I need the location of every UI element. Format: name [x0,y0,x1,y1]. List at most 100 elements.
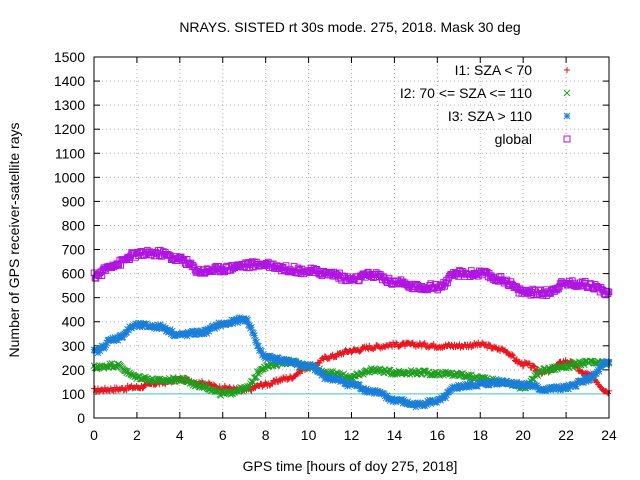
data-point [360,384,367,392]
data-point [251,332,258,339]
data-point [444,279,451,287]
legend-item: global [495,131,571,147]
series-i3-sza-110 [90,314,613,411]
y-tick-label: 800 [62,217,86,233]
data-point [205,327,213,335]
data-point [154,324,161,332]
data-point [162,376,170,384]
data-points [90,246,613,411]
data-point [427,400,435,408]
data-point [363,385,370,393]
data-point [102,341,110,349]
data-point [202,326,210,334]
data-point [248,323,255,331]
y-axis-label: Number of GPS receiver-satellite rays [6,123,22,358]
x-tick-label: 14 [387,427,403,443]
data-point [595,368,603,375]
data-point [204,325,212,333]
legend-label: I1: SZA < 70 [455,62,533,78]
data-point [264,355,272,363]
data-point [340,351,347,358]
data-point [582,378,590,386]
data-point [579,379,587,386]
data-point [354,382,361,390]
y-tick-label: 300 [62,338,86,354]
y-tick-label: 1300 [54,97,85,113]
y-tick-label: 200 [62,362,86,378]
data-point [168,327,176,335]
legend-marker [563,135,571,143]
data-point [152,323,159,331]
y-tick-label: 1400 [54,73,85,89]
data-point [564,382,571,390]
x-tick-label: 2 [133,427,141,443]
data-point [491,378,499,386]
data-point [327,376,335,383]
data-point [245,384,252,391]
data-point [99,343,107,350]
tick-labels: 0100200300400500600700800900100011001200… [54,49,617,443]
data-point [433,399,441,406]
data-point [388,395,396,402]
data-point [263,353,271,360]
data-point [189,327,197,335]
data-point [487,378,495,385]
data-point [510,354,517,361]
data-point [234,319,241,327]
data-point [497,272,505,280]
data-point [101,343,109,351]
y-tick-label: 700 [62,242,86,258]
data-point [542,387,549,394]
data-point [330,374,338,382]
data-point [356,381,363,389]
data-point [252,337,259,344]
data-point [119,333,127,341]
x-tick-label: 18 [472,427,488,443]
data-point [348,349,355,356]
data-point [420,367,428,375]
data-point [593,377,600,384]
x-axis-label: GPS time [hours of doy 275, 2018] [243,458,458,474]
data-point [186,330,194,338]
data-point [509,352,516,359]
y-tick-label: 0 [77,410,85,426]
data-point [262,379,269,386]
data-point [400,396,408,404]
data-point [132,320,139,328]
data-point [357,348,364,355]
data-point [589,374,597,381]
y-tick-label: 900 [62,193,86,209]
data-point [278,356,286,363]
data-point [340,377,347,385]
axes [93,56,610,419]
legend-marker [563,89,571,97]
x-tick-label: 4 [176,427,184,443]
data-point [192,331,200,339]
data-point [473,382,481,390]
x-tick-label: 22 [558,427,574,443]
y-tick-label: 100 [62,386,86,402]
data-point [421,402,429,410]
data-point [297,370,303,377]
data-point [485,381,493,389]
chart-title: NRAYS. SISTED rt 30s mode. 275, 2018. Ma… [179,19,520,35]
data-point [604,290,612,297]
data-point [189,262,197,269]
data-point [350,372,357,380]
plot-frame [93,56,610,419]
data-point [569,363,577,371]
data-point [109,334,117,342]
data-point [148,323,155,331]
x-tick-label: 12 [344,427,360,443]
x-tick-label: 0 [90,427,98,443]
data-point [96,347,104,355]
data-point [282,356,290,363]
data-point [435,370,443,377]
data-point [110,337,118,345]
data-point [114,336,122,344]
data-point [250,330,257,337]
data-point [587,357,595,365]
data-point [508,351,515,358]
data-point [313,364,321,372]
